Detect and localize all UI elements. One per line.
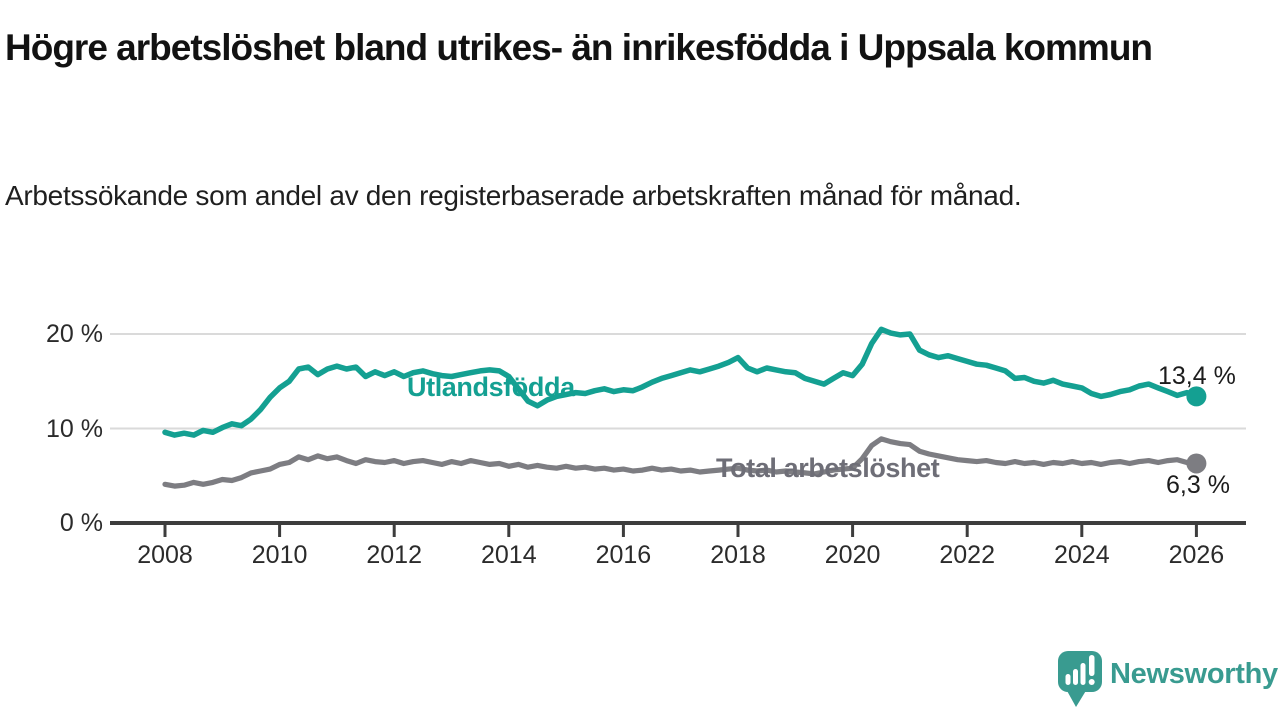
- newsworthy-logo: Newsworthy: [1055, 645, 1280, 710]
- x-axis-tick-label: 2022: [939, 541, 995, 569]
- x-axis-tick-label: 2018: [710, 541, 766, 569]
- end-dot-utlandsfodda: [1186, 386, 1207, 407]
- newsworthy-logo-text: Newsworthy: [1110, 658, 1278, 690]
- x-axis-tick-label: 2024: [1053, 541, 1110, 569]
- bar-chart-speech-bubble-icon: [1058, 651, 1102, 707]
- y-axis-tick-label: 0 %: [59, 509, 103, 537]
- chart-title: Högre arbetslöshet bland utrikes- än inr…: [5, 27, 1153, 68]
- series-line-total: [162, 436, 1200, 489]
- end-dot-total: [1186, 453, 1207, 474]
- x-axis-tick-label: 2026: [1168, 541, 1225, 569]
- y-axis-tick-label: 10 %: [46, 414, 103, 443]
- x-axis-tick-label: 2014: [480, 541, 537, 569]
- x-axis-tick-label: 2008: [137, 541, 193, 569]
- series-label-total-arbetsloshet: Total arbetslöshet: [716, 453, 940, 483]
- chart-subtitle: Arbetssökande som andel av den registerb…: [5, 180, 1022, 211]
- x-axis-tick-label: 2012: [366, 541, 422, 569]
- series-label-utlandsfodda: Utlandsfödda: [407, 372, 575, 402]
- y-axis-tick-label: 20 %: [46, 320, 103, 348]
- x-axis-tick-label: 2020: [824, 541, 881, 569]
- end-value-label-total: 6,3 %: [1166, 471, 1230, 499]
- x-axis-tick-label: 2016: [595, 541, 652, 569]
- series-line-utlandsfodda: [162, 326, 1200, 438]
- x-axis-tick-label: 2010: [251, 541, 308, 569]
- end-value-label-utlandsfodda: 13,4 %: [1158, 362, 1236, 390]
